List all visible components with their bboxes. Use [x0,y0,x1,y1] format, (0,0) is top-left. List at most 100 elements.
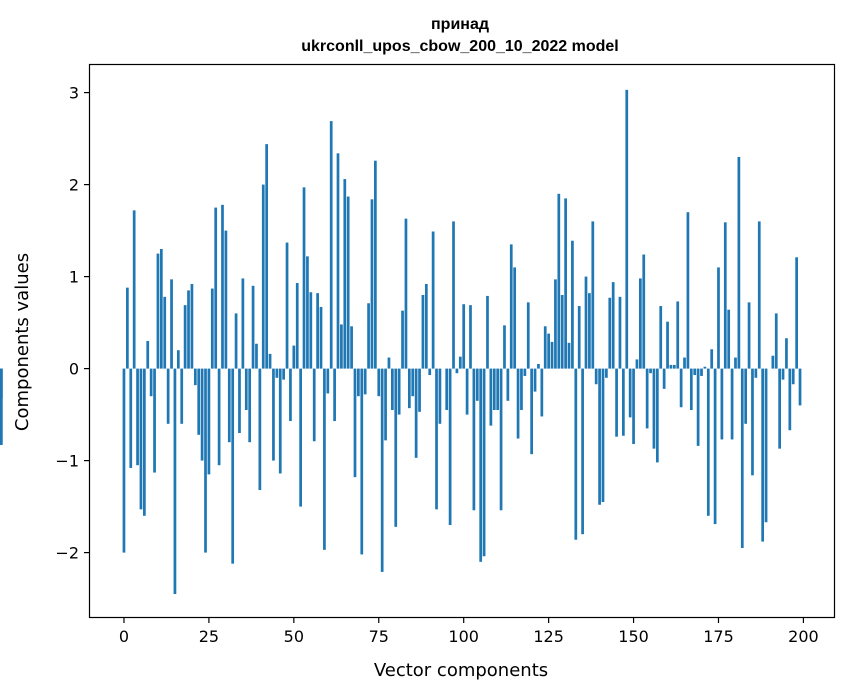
bar-74 [374,160,377,369]
bar-63 [336,153,340,369]
bar-192 [774,313,778,369]
bar-41 [261,184,265,369]
bar-98 [455,368,459,374]
bar-158 [659,306,663,369]
bar-42 [265,144,269,369]
bar-11 [159,249,163,369]
bar-118 [523,368,527,376]
bar-103 [472,368,476,511]
bar-111 [499,368,503,511]
x-tick-label-25: 25 [199,627,219,646]
bar-66 [346,196,350,369]
bar-64 [340,324,343,369]
bar-137 [588,293,591,369]
bar-185 [751,368,754,476]
bar-149 [628,368,632,418]
bar-106 [482,368,486,557]
bar-148 [625,89,629,369]
bar-73 [370,199,374,369]
bar-2 [129,368,133,468]
bar-76 [380,368,384,572]
bar-65 [343,179,347,369]
bar-26 [210,288,214,369]
x-tick-label-100: 100 [448,627,479,646]
bar-37 [248,368,252,443]
bar-57 [316,293,319,369]
bar-33 [234,313,238,369]
bar-173 [710,349,714,369]
bar-178 [727,309,731,369]
bar-176 [720,368,724,440]
bar-71 [363,368,367,395]
bar-25 [207,368,211,475]
bar-10 [156,253,160,369]
bar-141 [601,368,605,502]
bar-83 [404,218,408,369]
y-tick-label-2: 2 [69,176,79,195]
bar-6 [143,368,146,516]
bar-188 [761,368,765,542]
bar-75 [377,368,381,397]
bar-107 [486,295,489,369]
bar-172 [706,368,710,516]
bar-171 [703,366,707,369]
bar-84 [407,368,411,409]
bar-161 [669,364,673,369]
bar-44 [272,368,275,461]
y-axis: −2 −1 0 1 2 3 [55,84,90,563]
bar-99 [458,356,462,369]
bar-119 [526,302,530,369]
bar-16 [176,350,180,369]
bar-163 [676,301,680,369]
bar-60 [326,368,330,394]
bar-199 [798,368,802,406]
bars-group [0,89,802,594]
bar-45 [275,368,279,378]
bar-121 [533,368,537,392]
y-tick-label-0: 0 [69,360,79,379]
bar-143 [608,297,612,369]
bar-124 [543,326,547,369]
bar-0 [122,368,126,553]
bar-29 [221,204,224,369]
bar-193 [778,368,781,449]
bar-81 [397,368,401,415]
bar-32 [231,368,235,564]
x-tick-label-75: 75 [369,627,389,646]
bar-undefined [0,368,3,399]
bar-90 [428,368,432,376]
bar-138 [591,221,595,369]
bar-117 [520,368,523,410]
bar-129 [560,295,564,369]
bar-46 [278,368,282,474]
bar-92 [435,368,438,510]
bar-169 [696,368,700,446]
bar-187 [757,221,761,369]
bar-79 [391,368,394,410]
bar-96 [448,368,452,525]
bar-135 [581,368,584,535]
bar-35 [241,278,245,369]
bar-51 [295,283,299,369]
bar-166 [686,212,690,369]
bar-undefined [0,368,3,445]
bar-123 [540,368,544,417]
bar-150 [632,368,635,445]
x-tick-label-200: 200 [788,627,819,646]
bar-88 [421,295,425,369]
bar-167 [689,368,693,410]
bar-191 [771,355,775,369]
bar-85 [411,368,415,397]
bar-122 [537,364,540,369]
bar-21 [193,368,197,386]
bar-4 [136,368,139,466]
bar-58 [319,306,323,369]
x-tick-label-150: 150 [618,627,649,646]
bar-114 [509,244,513,369]
bar-159 [662,368,666,389]
bar-62 [333,368,336,422]
bar-27 [214,207,218,369]
bar-109 [492,368,496,410]
bar-9 [153,368,156,473]
